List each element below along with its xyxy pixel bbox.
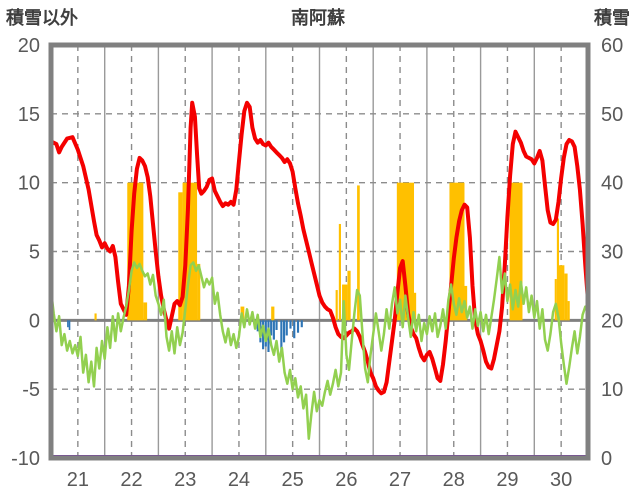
orange-bars-bar bbox=[357, 185, 360, 321]
right-tick-label: 50 bbox=[601, 104, 623, 126]
x-axis-tick-labels: 21 22 23 24 25 26 27 28 29 30 bbox=[67, 469, 573, 491]
right-tick-label: 0 bbox=[601, 448, 612, 470]
right-tick-label: 30 bbox=[601, 242, 623, 264]
blue-bars-bar bbox=[270, 320, 273, 336]
x-tick-label: 26 bbox=[335, 469, 357, 491]
left-tick-label: 20 bbox=[18, 35, 40, 57]
right-tick-label: 60 bbox=[601, 35, 623, 57]
orange-bars-bar bbox=[94, 313, 97, 321]
orange-bars-bar bbox=[197, 263, 201, 321]
x-tick-label: 21 bbox=[67, 469, 89, 491]
right-axis-tick-labels: 60 50 40 30 20 10 0 bbox=[601, 35, 623, 470]
left-axis-tick-labels: 20 15 10 5 0 -5 -10 bbox=[11, 35, 40, 470]
left-tick-label: -5 bbox=[22, 379, 40, 401]
blue-bars-bar bbox=[280, 320, 283, 354]
orange-bars-bar bbox=[338, 223, 341, 321]
left-axis-title: 積雪以外 bbox=[6, 8, 78, 28]
orange-bars-bar bbox=[335, 290, 338, 321]
x-tick-label: 22 bbox=[120, 469, 142, 491]
blue-bars-bar bbox=[272, 320, 275, 340]
orange-bars-bar bbox=[556, 218, 560, 321]
blue-bars-bar bbox=[275, 320, 278, 330]
blue-bars-bar bbox=[256, 320, 259, 332]
left-tick-label: 15 bbox=[18, 104, 40, 126]
frame-border bbox=[48, 42, 591, 461]
blue-bars-bar bbox=[285, 320, 288, 336]
blue-bars-bar bbox=[282, 320, 286, 343]
x-tick-label: 28 bbox=[443, 469, 465, 491]
blue-bars-bar bbox=[300, 320, 303, 328]
blue-bars-bar bbox=[264, 320, 267, 347]
left-tick-label: -10 bbox=[11, 448, 40, 470]
orange-bars-bar bbox=[271, 306, 275, 321]
orange-bars-bar bbox=[414, 292, 417, 321]
orange-bars-bar bbox=[559, 265, 565, 321]
orange-bars-bar bbox=[347, 270, 351, 321]
x-tick-label: 27 bbox=[389, 469, 411, 491]
right-tick-label: 40 bbox=[601, 173, 623, 195]
chart-title: 南阿蘇 bbox=[291, 8, 345, 28]
blue-bars-bar bbox=[67, 320, 69, 328]
x-tick-label: 30 bbox=[550, 469, 572, 491]
left-tick-label: 10 bbox=[18, 173, 40, 195]
blue-bars-bar bbox=[289, 320, 292, 329]
right-tick-label: 20 bbox=[601, 310, 623, 332]
blue-bars-bar bbox=[296, 320, 300, 333]
left-tick-label: 5 bbox=[29, 242, 40, 264]
orange-bars-bar bbox=[554, 279, 557, 321]
blue-bars-bar bbox=[262, 320, 265, 350]
orange-bars-bar bbox=[143, 302, 148, 321]
x-tick-label: 23 bbox=[174, 469, 196, 491]
x-tick-label: 24 bbox=[228, 469, 250, 491]
orange-bars-bar bbox=[396, 182, 415, 321]
gridlines bbox=[51, 45, 588, 458]
blue-bars-bar bbox=[293, 320, 296, 339]
x-tick-label: 25 bbox=[282, 469, 304, 491]
plot-frame bbox=[48, 42, 591, 461]
blue-bars-bar bbox=[68, 320, 71, 330]
left-tick-label: 0 bbox=[29, 310, 40, 332]
right-axis-title: 積雪 bbox=[594, 8, 630, 28]
orange-bars-bar bbox=[564, 273, 568, 321]
line-series bbox=[49, 100, 590, 440]
orange-bars-bar bbox=[567, 301, 570, 321]
red-line bbox=[49, 100, 590, 396]
right-tick-label: 10 bbox=[601, 379, 623, 401]
x-tick-label: 29 bbox=[496, 469, 518, 491]
green-line bbox=[49, 255, 590, 440]
orange-bars-bar bbox=[178, 192, 183, 321]
